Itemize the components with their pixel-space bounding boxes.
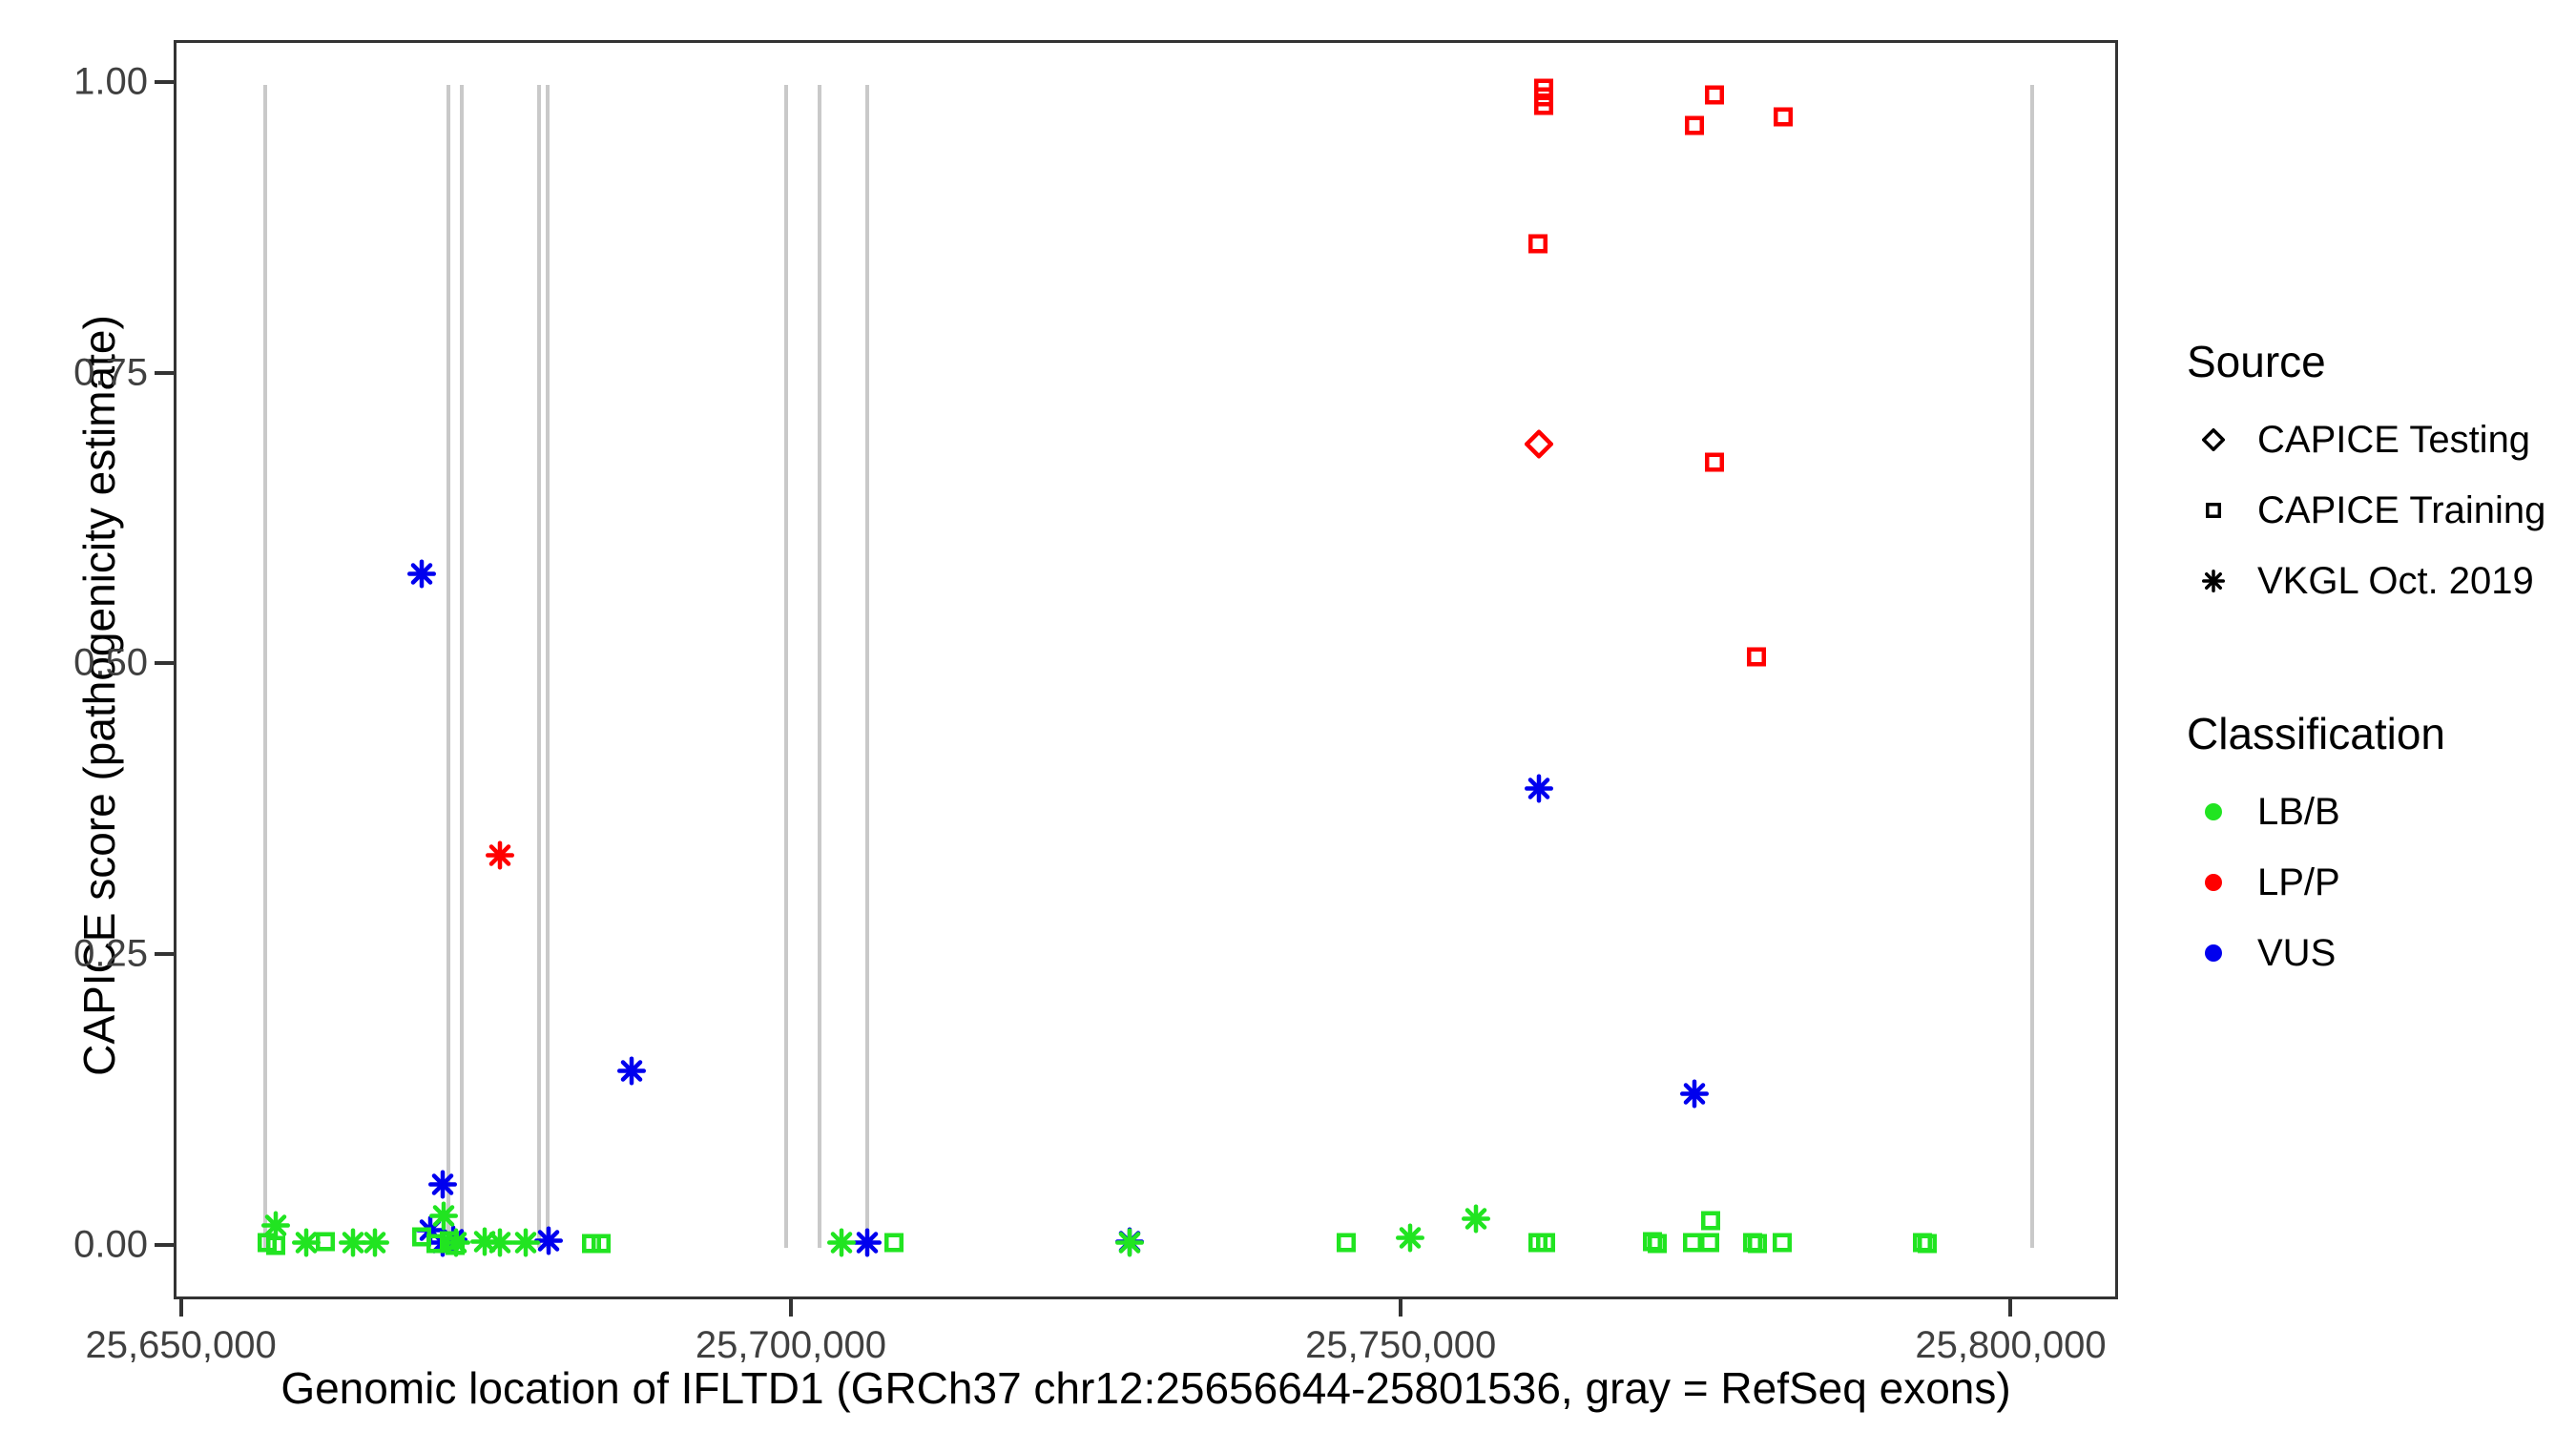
- refseq-exon-line: [784, 84, 789, 1248]
- data-point: [1461, 1204, 1490, 1237]
- legend-label: CAPICE Training: [2257, 488, 2546, 531]
- data-point: [485, 1228, 514, 1262]
- x-axis-title: Genomic location of IFLTD1 (GRCh37 chr12…: [280, 1363, 2011, 1413]
- data-point: [1701, 1211, 1721, 1235]
- data-point: [361, 1228, 390, 1262]
- data-point: [826, 1228, 856, 1262]
- x-tick-label: 25,650,000: [85, 1324, 277, 1366]
- legend-gap: [2187, 616, 2568, 708]
- refseq-exon-line: [447, 84, 451, 1248]
- data-point: [1747, 1234, 1767, 1258]
- plot-panel: [174, 40, 2118, 1299]
- color-dot-icon: [2187, 874, 2240, 891]
- refseq-exon-line: [864, 84, 869, 1248]
- data-point: [616, 1056, 646, 1089]
- y-tick-label: 0.50: [73, 641, 148, 684]
- data-point: [1527, 234, 1548, 259]
- refseq-exon-line: [2029, 84, 2034, 1248]
- legend-item-diamond: CAPICE Testing: [2187, 404, 2568, 475]
- x-tick-label: 25,700,000: [695, 1324, 887, 1366]
- data-point: [485, 840, 514, 875]
- data-point: [1773, 107, 1793, 132]
- data-point: [533, 1226, 563, 1259]
- y-tick-mark: [155, 370, 174, 375]
- data-point: [1700, 1233, 1720, 1257]
- data-point: [1395, 1223, 1424, 1257]
- data-point: [440, 1231, 460, 1255]
- data-point: [1534, 95, 1554, 120]
- data-point: [445, 1235, 465, 1259]
- legend-classification-title: Classification: [2187, 709, 2445, 758]
- refseq-exon-line: [817, 84, 821, 1248]
- data-point: [1917, 1234, 1937, 1258]
- legend-item-lpp: LP/P: [2187, 847, 2568, 918]
- data-point: [1684, 115, 1704, 139]
- refseq-exon-line: [459, 84, 464, 1248]
- refseq-exon-line: [545, 84, 550, 1248]
- x-tick-mark: [1399, 1299, 1403, 1317]
- x-tick-label: 25,800,000: [1915, 1324, 2107, 1366]
- legend-label: VKGL Oct. 2019: [2257, 559, 2534, 602]
- data-point: [1679, 1079, 1709, 1113]
- data-point: [1337, 1233, 1357, 1257]
- color-dot-icon: [2187, 803, 2240, 820]
- legend-item-square: CAPICE Training: [2187, 475, 2568, 546]
- data-point: [406, 559, 436, 593]
- data-point: [1683, 1233, 1703, 1257]
- y-axis-title: CAPICE score (pathogenicity estimate): [74, 315, 124, 1076]
- legend-label: VUS: [2257, 931, 2337, 974]
- y-tick-mark: [155, 952, 174, 956]
- data-point: [1705, 85, 1725, 110]
- legend-item-lbb: LB/B: [2187, 777, 2568, 847]
- legend: Source CAPICE Testing CAPICE Training VKGL…: [2187, 336, 2568, 988]
- data-point: [1772, 1233, 1792, 1257]
- x-tick-mark: [788, 1299, 793, 1317]
- legend-label: LB/B: [2257, 790, 2340, 833]
- data-point: [1114, 1228, 1144, 1262]
- data-point: [427, 1170, 457, 1204]
- data-point: [852, 1228, 882, 1262]
- diamond-icon: [2187, 428, 2240, 451]
- y-tick-mark: [155, 1242, 174, 1247]
- data-point: [510, 1228, 540, 1262]
- data-point: [1648, 1234, 1668, 1258]
- x-tick-mark: [178, 1299, 183, 1317]
- color-dot-icon: [2187, 944, 2240, 962]
- data-point: [1524, 428, 1555, 463]
- data-point: [1705, 452, 1725, 477]
- data-point: [291, 1228, 321, 1262]
- data-point: [315, 1232, 335, 1256]
- y-tick-label: 0.75: [73, 351, 148, 394]
- legend-source-title: Source: [2187, 337, 2326, 386]
- asterisk-icon: [2187, 570, 2240, 592]
- square-icon: [2187, 503, 2240, 518]
- refseq-exon-line: [537, 84, 542, 1248]
- data-point: [429, 1201, 458, 1235]
- data-point: [1643, 1232, 1663, 1256]
- legend-item-asterisk: VKGL Oct. 2019: [2187, 546, 2568, 616]
- y-tick-label: 0.25: [73, 932, 148, 975]
- legend-label: LP/P: [2257, 861, 2340, 903]
- y-tick-mark: [155, 661, 174, 666]
- data-point: [1535, 1233, 1555, 1257]
- y-tick-label: 0.00: [73, 1223, 148, 1266]
- x-tick-mark: [2008, 1299, 2013, 1317]
- data-point: [265, 1235, 285, 1259]
- x-tick-label: 25,750,000: [1305, 1324, 1497, 1366]
- y-tick-mark: [155, 79, 174, 84]
- data-point: [1525, 774, 1554, 807]
- refseq-exon-line: [263, 84, 268, 1248]
- legend-item-vus: VUS: [2187, 918, 2568, 988]
- data-point: [883, 1233, 904, 1257]
- data-point: [1746, 647, 1766, 671]
- y-tick-label: 1.00: [73, 60, 148, 103]
- data-point: [591, 1234, 611, 1258]
- legend-label: CAPICE Testing: [2257, 418, 2531, 461]
- data-point: [581, 1234, 601, 1258]
